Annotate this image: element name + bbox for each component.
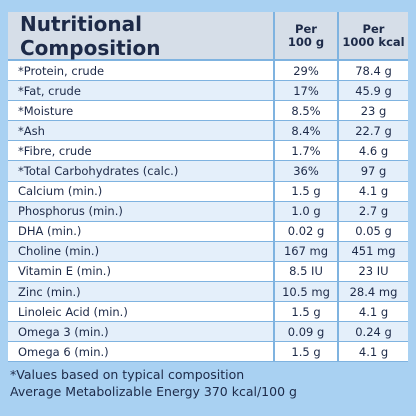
nutrient-value: 1.5 g [275, 181, 337, 201]
table-row: *Fat, crude 17% 45.9 g [8, 81, 408, 101]
nutrient-value: 4.1 g [339, 181, 408, 201]
column-header-line: 1000 kcal [342, 34, 405, 49]
table-row: *Fibre, crude 1.7% 4.6 g [8, 141, 408, 161]
column-header-line: 100 g [287, 34, 325, 49]
footnote: *Values based on typical composition [10, 367, 245, 382]
footnote: Average Metabolizable Energy 370 kcal/10… [10, 384, 297, 399]
nutrient-value: 28.4 mg [339, 282, 408, 302]
footnotes: *Values based on typical composition Ave… [10, 366, 297, 400]
column-header: Per 1000 kcal [339, 12, 408, 59]
nutrient-value: 1.5 g [275, 302, 337, 322]
nutrient-value: 0.09 g [275, 322, 337, 342]
nutrient-name: Omega 6 (min.) [8, 342, 273, 362]
nutrient-name: Phosphorus (min.) [8, 201, 273, 221]
nutrient-value: 17% [275, 81, 337, 101]
nutrient-name: *Protein, crude [8, 61, 273, 81]
nutrition-table: Nutritional Composition Per 100 g Per 10… [8, 12, 408, 363]
table-row: Linoleic Acid (min.) 1.5 g 4.1 g [8, 302, 408, 322]
nutrient-value: 167 mg [275, 241, 337, 261]
nutrient-value: 4.1 g [339, 302, 408, 322]
nutrient-value: 0.05 g [339, 221, 408, 241]
nutrient-value: 97 g [339, 161, 408, 181]
nutrient-value: 8.5% [275, 101, 337, 121]
table-row: *Moisture 8.5% 23 g [8, 101, 408, 121]
nutrient-value: 4.6 g [339, 141, 408, 161]
nutrient-value: 2.7 g [339, 201, 408, 221]
nutrient-name: Omega 3 (min.) [8, 322, 273, 342]
table-row: *Protein, crude 29% 78.4 g [8, 61, 408, 81]
nutrient-name: Vitamin E (min.) [8, 261, 273, 282]
table-row: Zinc (min.) 10.5 mg 28.4 mg [8, 282, 408, 302]
column-header-line: Per [295, 21, 317, 36]
nutrient-value: 8.5 IU [275, 261, 337, 282]
nutrient-value: 10.5 mg [275, 282, 337, 302]
nutrient-name: *Ash [8, 121, 273, 141]
nutrient-value: 0.02 g [275, 221, 337, 241]
table-row: *Total Carbohydrates (calc.) 36% 97 g [8, 161, 408, 181]
nutrient-value: 22.7 g [339, 121, 408, 141]
table-row: Phosphorus (min.) 1.0 g 2.7 g [8, 201, 408, 221]
nutrient-value: 4.1 g [339, 342, 408, 362]
nutrient-name: Linoleic Acid (min.) [8, 302, 273, 322]
nutrient-value: 23 IU [339, 261, 408, 282]
nutrient-name: Choline (min.) [8, 241, 273, 261]
table-row: DHA (min.) 0.02 g 0.05 g [8, 221, 408, 241]
table-row: Vitamin E (min.) 8.5 IU 23 IU [8, 261, 408, 282]
table-row: Omega 6 (min.) 1.5 g 4.1 g [8, 342, 408, 362]
nutrient-value: 8.4% [275, 121, 337, 141]
table-row: *Ash 8.4% 22.7 g [8, 121, 408, 141]
nutrient-name: *Total Carbohydrates (calc.) [8, 161, 273, 181]
nutrient-name: Zinc (min.) [8, 282, 273, 302]
nutrient-value: 1.0 g [275, 201, 337, 221]
nutrient-value: 1.5 g [275, 342, 337, 362]
nutrient-value: 1.7% [275, 141, 337, 161]
column-header-line: Per [362, 21, 385, 36]
nutrient-value: 23 g [339, 101, 408, 121]
header-row: Nutritional Composition Per 100 g Per 10… [8, 12, 408, 60]
nutrient-value: 45.9 g [339, 81, 408, 101]
nutrient-value: 36% [275, 161, 337, 181]
nutrient-value: 78.4 g [339, 61, 408, 81]
table-row: Calcium (min.) 1.5 g 4.1 g [8, 181, 408, 201]
table-title: Nutritional Composition [8, 12, 273, 60]
nutrient-value: 451 mg [339, 241, 408, 261]
table-row: Omega 3 (min.) 0.09 g 0.24 g [8, 322, 408, 342]
nutrient-name: *Fat, crude [8, 81, 273, 101]
nutrient-value: 29% [275, 61, 337, 81]
nutrient-name: *Moisture [8, 101, 273, 121]
nutrient-name: *Fibre, crude [8, 141, 273, 161]
nutrient-name: DHA (min.) [8, 221, 273, 241]
nutrient-name: Calcium (min.) [8, 181, 273, 201]
column-header: Per 100 g [275, 12, 337, 59]
table-row: Choline (min.) 167 mg 451 mg [8, 241, 408, 261]
nutrient-value: 0.24 g [339, 322, 408, 342]
